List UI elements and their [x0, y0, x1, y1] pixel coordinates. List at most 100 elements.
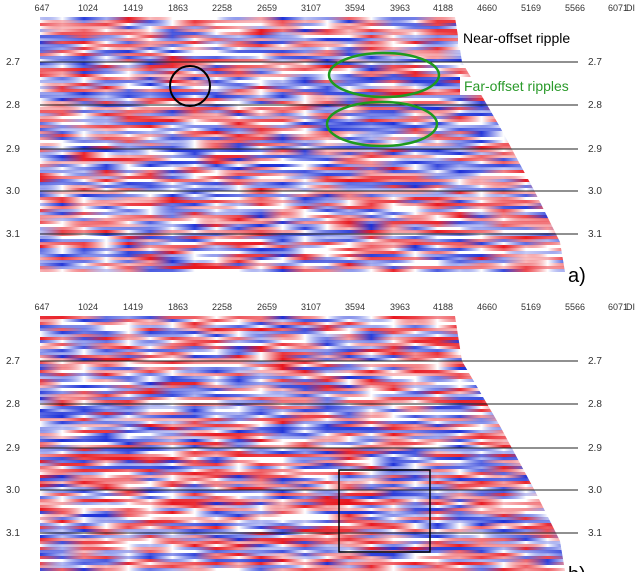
seismic-stripe [40, 266, 565, 270]
seismic-stripe [40, 47, 565, 51]
seismic-stripe [40, 56, 565, 60]
seismic-stripe [40, 23, 565, 27]
seismic-stripe [40, 32, 565, 36]
seismic-stripe [40, 460, 565, 464]
seismic-stripe [40, 248, 565, 252]
x-tick-label: 5169 [521, 302, 541, 312]
axis-unit: DIST [626, 3, 635, 13]
seismic-stripe [40, 200, 565, 204]
seismic-stripe [40, 170, 565, 174]
annotation-bg [458, 29, 586, 47]
seismic-stripe [40, 433, 565, 437]
seismic-stripe [40, 131, 565, 135]
seismic-stripe [40, 361, 565, 365]
y-label-left: 2.7 [6, 356, 20, 367]
seismic-stripe [40, 463, 565, 467]
seismic-stripe [40, 382, 565, 386]
x-tick-label: 3107 [301, 302, 321, 312]
x-tick-label: 2258 [212, 302, 232, 312]
seismic-stripe [40, 505, 565, 509]
seismic-stripe [40, 44, 565, 48]
seismic-stripe [40, 400, 565, 404]
seismic-stripe [40, 559, 565, 563]
seismic-stripe [40, 152, 565, 156]
seismic-stripe [40, 415, 565, 419]
seismic-stripe [40, 38, 565, 42]
ripple-box [338, 469, 431, 553]
annotation: Near-offset ripple [463, 30, 570, 46]
seismic-stripe [40, 179, 565, 183]
seismic-stripe [40, 239, 565, 243]
seismic-stripe [40, 337, 565, 341]
seismic-stripe [40, 92, 565, 96]
seismic-stripe [40, 409, 565, 413]
seismic-stripe [40, 403, 565, 407]
seismic-stripe [40, 137, 565, 141]
y-label-right: 3.0 [588, 186, 602, 197]
seismic-stripe [40, 104, 565, 108]
seismic-stripe [40, 406, 565, 410]
y-label-left: 2.7 [6, 57, 20, 68]
y-label-right: 2.8 [588, 100, 602, 111]
seismic-stripe [40, 134, 565, 138]
seismic-stripe [40, 364, 565, 368]
seismic-stripe [40, 316, 565, 320]
seismic-stripe [40, 65, 565, 69]
seismic-stripe [40, 188, 565, 192]
seismic-stripe [40, 448, 565, 452]
seismic-stripe [40, 35, 565, 39]
seismic-stripe [40, 562, 565, 566]
seismic-section [40, 316, 565, 571]
seismic-stripe [40, 565, 565, 569]
seismic-section [40, 17, 565, 272]
seismic-stripe [40, 385, 565, 389]
seismic-stripe [40, 176, 565, 180]
seismic-stripe [40, 122, 565, 126]
x-tick-label: 1024 [78, 3, 98, 13]
seismic-stripe [40, 331, 565, 335]
seismic-stripe [40, 493, 565, 497]
y-label-left: 3.0 [6, 485, 20, 496]
seismic-stripe [40, 230, 565, 234]
x-tick-label: 5169 [521, 3, 541, 13]
seismic-stripe [40, 556, 565, 560]
seismic-stripe [40, 107, 565, 111]
seismic-stripe [40, 346, 565, 350]
seismic-stripe [40, 487, 565, 491]
seismic-stripe [40, 254, 565, 258]
y-label-left: 3.0 [6, 186, 20, 197]
ripple-circle [169, 65, 211, 107]
y-label-right: 2.7 [588, 57, 602, 68]
y-label-left: 2.8 [6, 100, 20, 111]
seismic-stripe [40, 352, 565, 356]
seismic-stripe [40, 427, 565, 431]
seismic-stripe [40, 454, 565, 458]
seismic-stripe [40, 553, 565, 557]
seismic-stripe [40, 529, 565, 533]
seismic-stripe [40, 71, 565, 75]
seismic-stripe [40, 532, 565, 536]
x-tick-label: 1024 [78, 302, 98, 312]
seismic-stripe [40, 349, 565, 353]
y-label-right: 2.9 [588, 144, 602, 155]
seismic-stripe [40, 182, 565, 186]
axis-unit: DIST [626, 302, 635, 312]
seismic-stripe [40, 391, 565, 395]
y-label-left: 3.1 [6, 229, 20, 240]
seismic-stripe [40, 442, 565, 446]
y-label-right: 3.1 [588, 229, 602, 240]
seismic-stripe [40, 547, 565, 551]
seismic-stripe [40, 475, 565, 479]
seismic-stripe [40, 197, 565, 201]
y-label-left: 3.1 [6, 528, 20, 539]
seismic-stripe [40, 568, 565, 571]
seismic-stripe [40, 95, 565, 99]
y-label-right: 3.1 [588, 528, 602, 539]
seismic-stripe [40, 83, 565, 87]
x-tick-label: 3594 [345, 302, 365, 312]
seismic-stripe [40, 499, 565, 503]
seismic-stripe [40, 242, 565, 246]
seismic-stripe [40, 355, 565, 359]
y-label-right: 2.7 [588, 356, 602, 367]
panel-label: a) [568, 265, 586, 287]
